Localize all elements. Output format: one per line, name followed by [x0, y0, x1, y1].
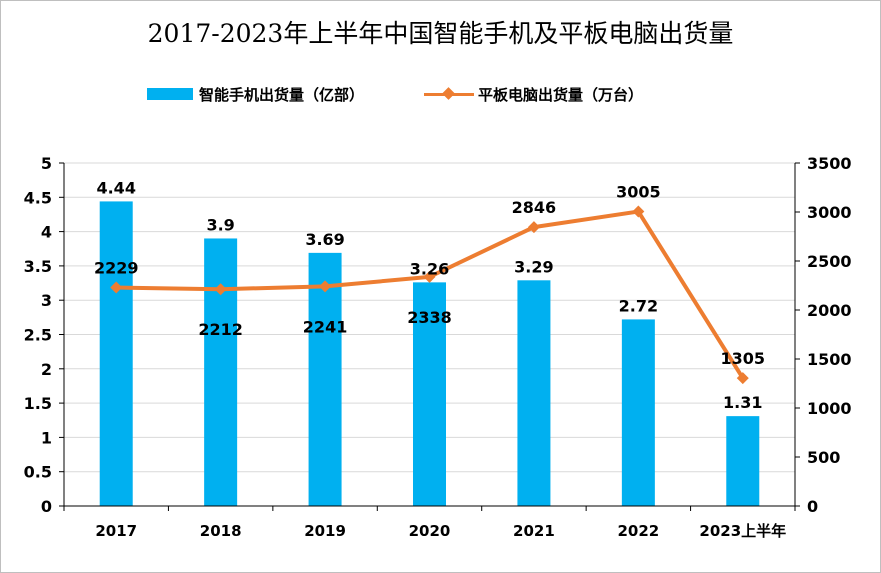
- y-left-tick-label: 0.5: [24, 463, 52, 482]
- bar-data-label: 2.72: [619, 296, 658, 315]
- line-data-label: 2846: [512, 198, 557, 217]
- line-data-label: 2212: [198, 320, 243, 339]
- bar: [413, 282, 446, 506]
- line-point: [110, 281, 123, 294]
- legend-label-tablet: 平板电脑出货量（万台）: [478, 85, 644, 104]
- bar-data-label: 3.9: [206, 215, 234, 234]
- legend: 智能手机出货量（亿部） 平板电脑出货量（万台）: [0, 82, 881, 106]
- line-point: [736, 372, 749, 385]
- line-point: [632, 205, 645, 218]
- x-tick-label: 2018: [200, 522, 242, 540]
- y-right-tick-label: 2000: [807, 301, 852, 320]
- line-data-label: 2241: [303, 317, 348, 336]
- y-right-tick-label: 1000: [807, 399, 852, 418]
- y-right-tick-label: 500: [807, 448, 840, 467]
- y-right-tick-label: 1500: [807, 350, 852, 369]
- line-data-label: 1305: [721, 349, 766, 368]
- x-tick-label: 2023上半年: [699, 522, 786, 540]
- legend-swatch-line: [424, 87, 474, 100]
- bar-data-label: 1.31: [723, 393, 762, 412]
- bar-data-label: 3.26: [410, 259, 449, 278]
- x-tick-label: 2021: [513, 522, 555, 540]
- y-left-tick-label: 1.5: [24, 394, 52, 413]
- bar: [621, 319, 655, 506]
- bar-data-label: 3.69: [305, 230, 344, 249]
- x-tick-label: 2019: [304, 522, 346, 540]
- y-right-tick-label: 0: [807, 497, 818, 516]
- y-left-tick-label: 4.5: [24, 188, 52, 207]
- line-data-label: 2229: [94, 259, 139, 278]
- bar-data-label: 3.29: [514, 257, 553, 276]
- bar: [517, 280, 551, 506]
- y-left-tick-label: 0: [41, 497, 52, 516]
- y-left-tick-label: 3: [41, 291, 52, 310]
- legend-swatch-bar: [147, 88, 193, 100]
- line-point: [527, 221, 540, 234]
- y-right-tick-label: 3000: [807, 203, 852, 222]
- x-tick-label: 2022: [617, 522, 659, 540]
- line-data-label: 2338: [407, 308, 452, 327]
- y-left-tick-label: 1: [41, 428, 52, 447]
- bar: [99, 201, 133, 506]
- line-data-label: 3005: [616, 183, 661, 202]
- bar: [308, 252, 342, 506]
- legend-label-smartphone: 智能手机出货量（亿部）: [199, 85, 365, 104]
- x-tick-label: 2020: [409, 522, 451, 540]
- chart-title: 2017-2023年上半年中国智能手机及平板电脑出货量: [147, 19, 734, 48]
- y-left-tick-label: 4: [41, 223, 52, 242]
- y-right-tick-label: 3500: [807, 154, 852, 173]
- x-tick-label: 2017: [95, 522, 137, 540]
- bar: [204, 238, 238, 506]
- legend-item-tablet: 平板电脑出货量（万台）: [424, 82, 643, 106]
- bar-data-label: 4.44: [96, 178, 135, 197]
- line-point: [214, 283, 227, 296]
- y-left-tick-label: 3.5: [24, 257, 52, 276]
- y-left-tick-label: 5: [41, 154, 52, 173]
- line-point: [423, 270, 436, 283]
- legend-item-smartphone: 智能手机出货量（亿部）: [147, 82, 364, 106]
- y-left-tick-label: 2.5: [24, 326, 52, 345]
- line-point: [319, 280, 332, 293]
- y-left-tick-label: 2: [41, 360, 52, 379]
- bar: [726, 416, 760, 506]
- y-right-tick-label: 2500: [807, 252, 852, 271]
